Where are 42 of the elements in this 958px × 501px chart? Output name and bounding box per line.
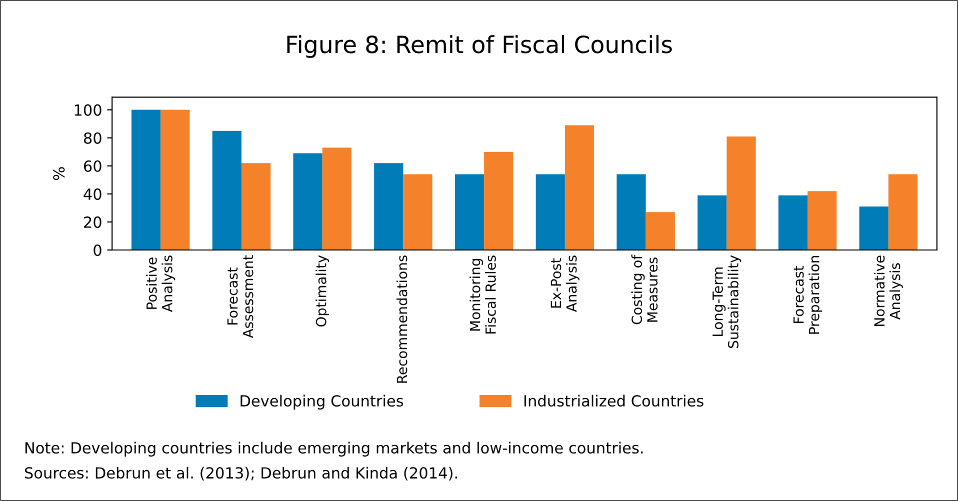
x-tick-label: Positive Analysis	[146, 256, 176, 312]
bar	[888, 174, 918, 250]
y-tick-label: 100	[74, 104, 102, 116]
bar	[859, 206, 888, 250]
bar	[131, 110, 161, 250]
bar	[808, 191, 837, 250]
chart-title: Figure 8: Remit of Fiscal Councils	[287, 35, 672, 58]
x-tick-label: Normative Analysis	[874, 256, 903, 326]
bar	[403, 174, 432, 250]
bar	[484, 152, 514, 250]
y-tick-label: 0	[94, 244, 102, 256]
x-tick-label: Long-Term Sustainability	[712, 255, 742, 348]
legend-label: Industrialized Countries	[524, 394, 704, 407]
bar	[726, 136, 756, 250]
x-tick-label: Forecast Preparation	[793, 256, 822, 334]
bar	[536, 174, 565, 250]
x-tick-label: Optimality	[316, 255, 330, 327]
x-tick-label: Ex-Post Analysis	[550, 256, 580, 312]
bar	[778, 195, 808, 250]
bar	[698, 195, 727, 250]
x-tick-label: Costing of Measures	[631, 254, 658, 324]
bar	[616, 174, 646, 250]
bar	[646, 212, 675, 250]
x-tick-label: Recommendations	[396, 256, 408, 383]
text: Note: Developing countries include emerging markets and low-income countries.	[25, 442, 643, 457]
bar	[212, 130, 242, 250]
bar	[293, 153, 322, 250]
y-axis-title: %	[53, 167, 65, 180]
bar	[564, 125, 594, 250]
legend-label: Developing Countries	[240, 394, 404, 410]
x-tick-label: Forecast Assessment	[227, 255, 254, 338]
y-tick-label: 80	[84, 132, 102, 144]
bar	[454, 174, 484, 250]
source-note: Sources: Debrun et al. (2013); Debrun and Kinda (2014).	[24, 466, 457, 480]
y-tick-label: 20	[84, 216, 102, 228]
bar	[241, 163, 271, 250]
bar	[160, 110, 190, 250]
bar	[322, 148, 352, 250]
y-tick-label: 40	[84, 188, 102, 200]
y-tick-label: 60	[84, 160, 102, 172]
x-tick-label: Monitoring Fiscal Rules	[470, 256, 496, 334]
bar	[374, 163, 404, 250]
